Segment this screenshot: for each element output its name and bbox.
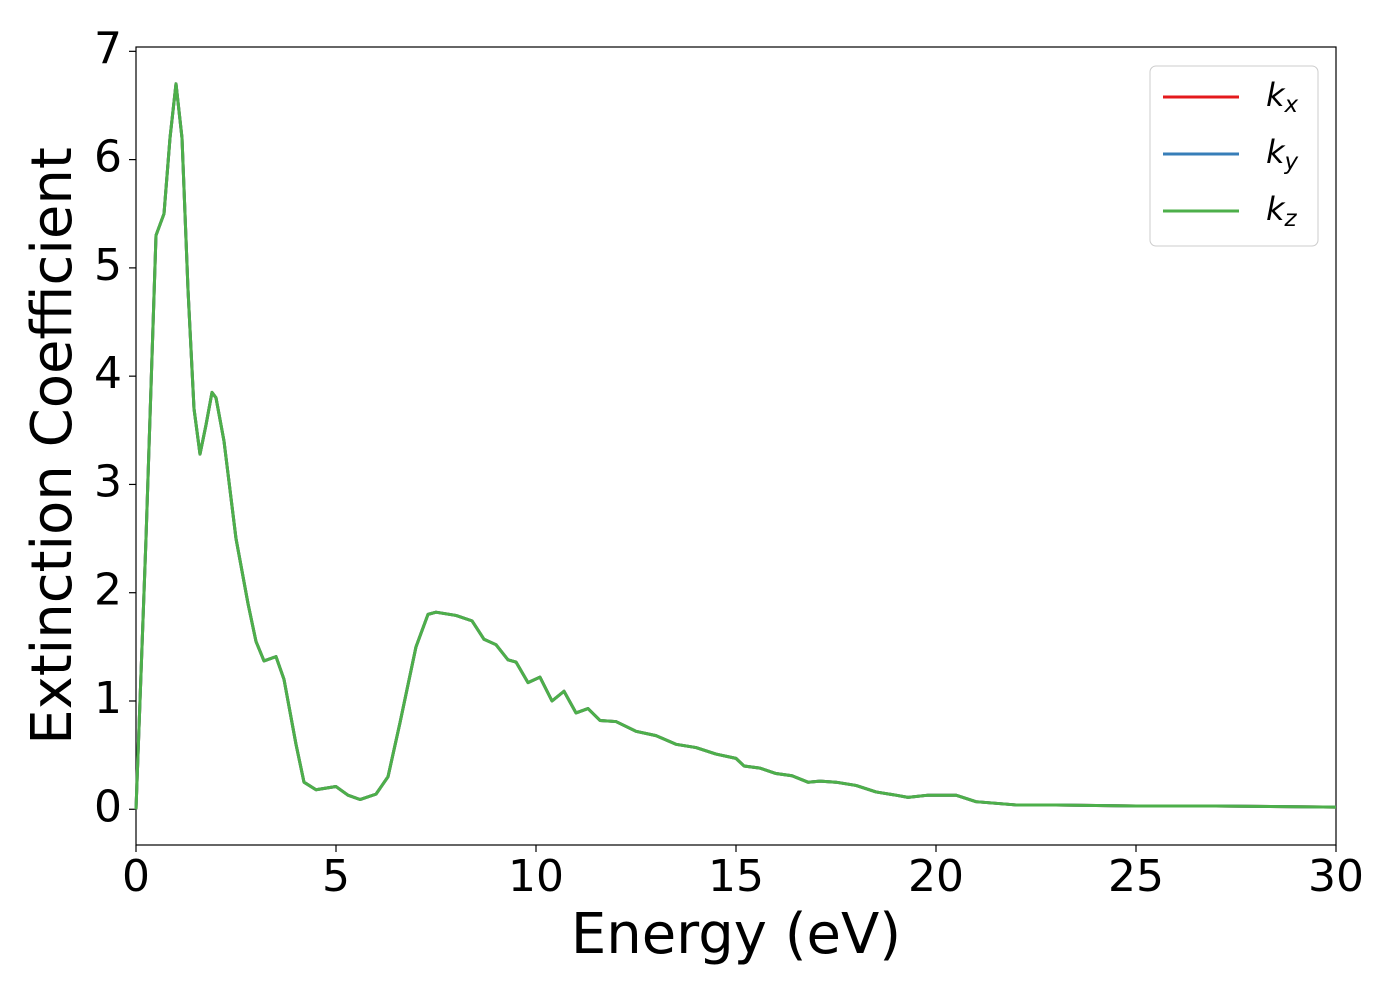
x-axis-label: Energy (eV) <box>571 902 901 967</box>
x-tick-label: 0 <box>122 851 150 902</box>
legend-label: kx <box>1266 76 1299 118</box>
legend-label: ky <box>1266 133 1299 175</box>
y-axis-label: Extinction Coefficient <box>20 147 85 745</box>
legend-box <box>1149 65 1319 247</box>
data-line <box>134 82 1337 810</box>
y-tick-label: 0 <box>94 781 122 832</box>
legend-label: kz <box>1266 190 1298 232</box>
y-tick-label: 1 <box>94 673 122 724</box>
y-tick-label: 5 <box>94 240 122 291</box>
x-tick-label: 15 <box>708 851 764 902</box>
x-tick-label: 10 <box>508 851 564 902</box>
x-tick-label: 30 <box>1308 851 1364 902</box>
y-tick-label: 6 <box>94 132 122 183</box>
x-tick-label: 5 <box>322 851 350 902</box>
x-tick-label: 25 <box>1108 851 1164 902</box>
x-tick-label: 20 <box>908 851 964 902</box>
y-tick-label: 4 <box>94 348 122 399</box>
y-tick-label: 3 <box>94 456 122 507</box>
y-tick-label: 2 <box>94 565 122 616</box>
y-tick-label: 7 <box>94 23 122 74</box>
